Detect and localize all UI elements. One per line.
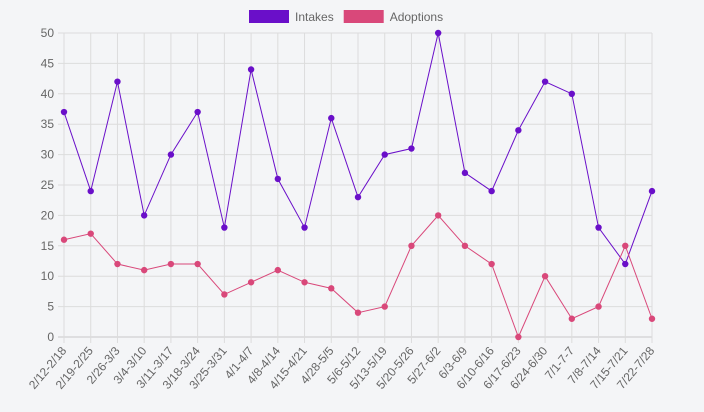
data-point [167,151,175,158]
y-tick-label: 45 [41,56,55,70]
legend: Intakes Adoptions [249,10,443,24]
data-point [461,169,469,177]
y-tick-label: 40 [41,87,55,101]
data-point [301,279,308,286]
data-point [515,127,522,134]
legend-label: Intakes [295,10,334,24]
data-point [247,279,255,286]
data-point [140,266,148,274]
data-point [622,242,629,249]
data-point [328,285,335,292]
data-point [221,224,228,231]
data-point [87,187,94,195]
data-point [354,309,362,316]
data-point [114,78,121,85]
data-point [595,224,602,231]
data-point [515,333,522,341]
data-point [381,303,388,310]
data-point [328,114,335,122]
data-point [194,108,201,116]
data-point [194,260,201,268]
y-tick-label: 5 [47,300,54,314]
data-point [488,260,495,268]
data-point [167,260,175,268]
data-point [60,236,68,243]
data-point [488,187,495,195]
y-tick-label: 10 [41,269,55,283]
data-point [434,212,442,219]
y-tick-label: 30 [41,148,55,162]
data-point [595,303,602,310]
data-point [381,151,388,158]
data-point [274,175,282,183]
data-point [60,108,68,116]
y-tick-label: 50 [41,26,55,40]
data-point [648,315,656,322]
data-point [301,224,308,231]
legend-swatch [249,10,289,23]
data-point [568,315,576,322]
series [60,29,656,341]
data-point [541,78,549,85]
legend-label: Adoptions [390,10,443,24]
data-point [221,291,228,298]
data-point [408,145,415,152]
data-point [568,90,576,98]
data-point [461,242,469,249]
y-tick-label: 0 [47,330,54,344]
data-point [541,273,549,280]
data-point [247,66,255,73]
data-point [114,260,121,268]
x-axis: 2/12-2/182/19-2/252/26-3/33/4-3/103/11-3… [26,344,658,392]
data-point [140,212,148,219]
data-point [274,266,282,274]
legend-swatch [343,10,384,23]
data-point [408,242,415,249]
y-tick-label: 20 [41,208,55,222]
data-point [354,193,362,201]
y-tick-label: 15 [41,239,55,253]
y-axis: 0 5 10 15 20 25 30 35 40 45 50 [41,26,55,344]
data-point [622,260,629,268]
y-tick-label: 25 [41,178,55,192]
data-point [434,29,442,37]
data-point [648,187,656,195]
y-tick-label: 35 [41,117,55,131]
data-point [87,230,94,237]
